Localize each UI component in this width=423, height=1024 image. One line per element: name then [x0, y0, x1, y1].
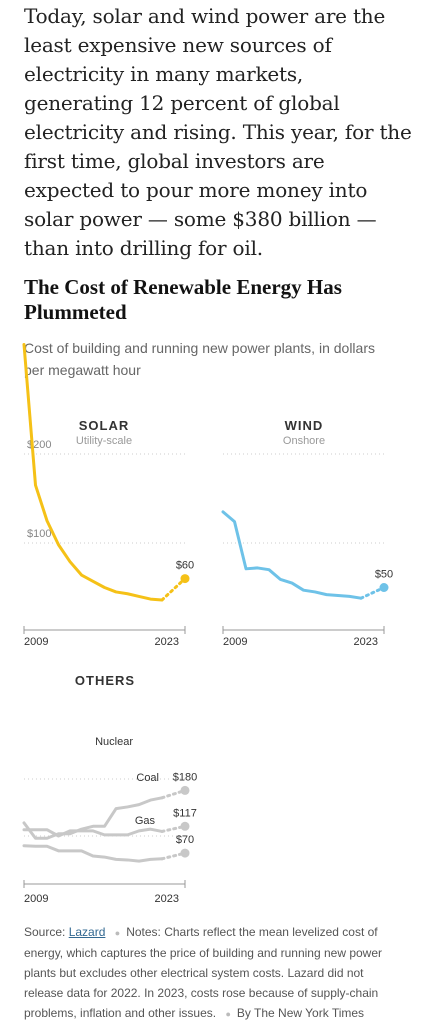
solar-panel-subtitle: Utility-scale — [76, 435, 132, 447]
wind-x-tick-label: 2023 — [354, 636, 378, 648]
coal-endpoint — [180, 821, 190, 831]
coal-end-label: $117 — [173, 807, 197, 819]
wind-line — [221, 510, 363, 600]
solar-end-label: $60 — [176, 560, 194, 572]
solar-x-tick-label: 2009 — [24, 636, 48, 648]
others-x-tick-label: 2009 — [24, 893, 48, 905]
wind-x-tick-label: 2009 — [223, 636, 247, 648]
coal-line — [22, 827, 164, 838]
gas-endpoint — [180, 848, 190, 858]
coal-series-label: Coal — [136, 772, 159, 784]
chart-title: The Cost of Renewable Energy Has Plummet… — [24, 275, 342, 324]
gas-end-label: $70 — [176, 834, 194, 846]
separator-dot: ● — [114, 928, 121, 938]
others-panel-title: OTHERS — [75, 673, 135, 688]
gas-line — [22, 844, 164, 863]
source-link[interactable]: Lazard — [68, 925, 106, 939]
solar-y-tick-label: $100 — [27, 528, 51, 540]
wind-endpoint — [379, 583, 389, 592]
wind-end-label: $50 — [375, 569, 393, 581]
nuclear-end-label: $180 — [173, 771, 197, 783]
separator-dot: ● — [225, 1009, 231, 1019]
solar-gap-segment — [160, 577, 187, 602]
solar-panel-title: SOLAR — [79, 418, 130, 433]
notes-text: Notes: Charts reflect the mean levelized… — [24, 925, 382, 1020]
article-paragraph: Today, solar and wind power are the leas… — [24, 4, 412, 260]
nuclear-line — [22, 796, 164, 840]
solar-line — [22, 343, 164, 602]
wind-panel-title: WIND — [285, 418, 324, 433]
chart-notes: Source: Lazard ● Notes: Charts reflect th… — [24, 922, 396, 1024]
solar-endpoint — [180, 574, 190, 584]
source-prefix: Source: — [24, 925, 66, 939]
wind-panel-subtitle: Onshore — [283, 435, 325, 447]
credit: By The New York Times — [236, 1006, 365, 1020]
others-x-tick-label: 2023 — [155, 893, 179, 905]
nuclear-series-label: Nuclear — [95, 736, 133, 748]
solar-x-tick-label: 2023 — [155, 636, 179, 648]
chart-subtitle: Cost of building and running new power p… — [24, 340, 375, 378]
gas-series-label: Gas — [135, 815, 156, 827]
nuclear-endpoint — [180, 785, 190, 795]
